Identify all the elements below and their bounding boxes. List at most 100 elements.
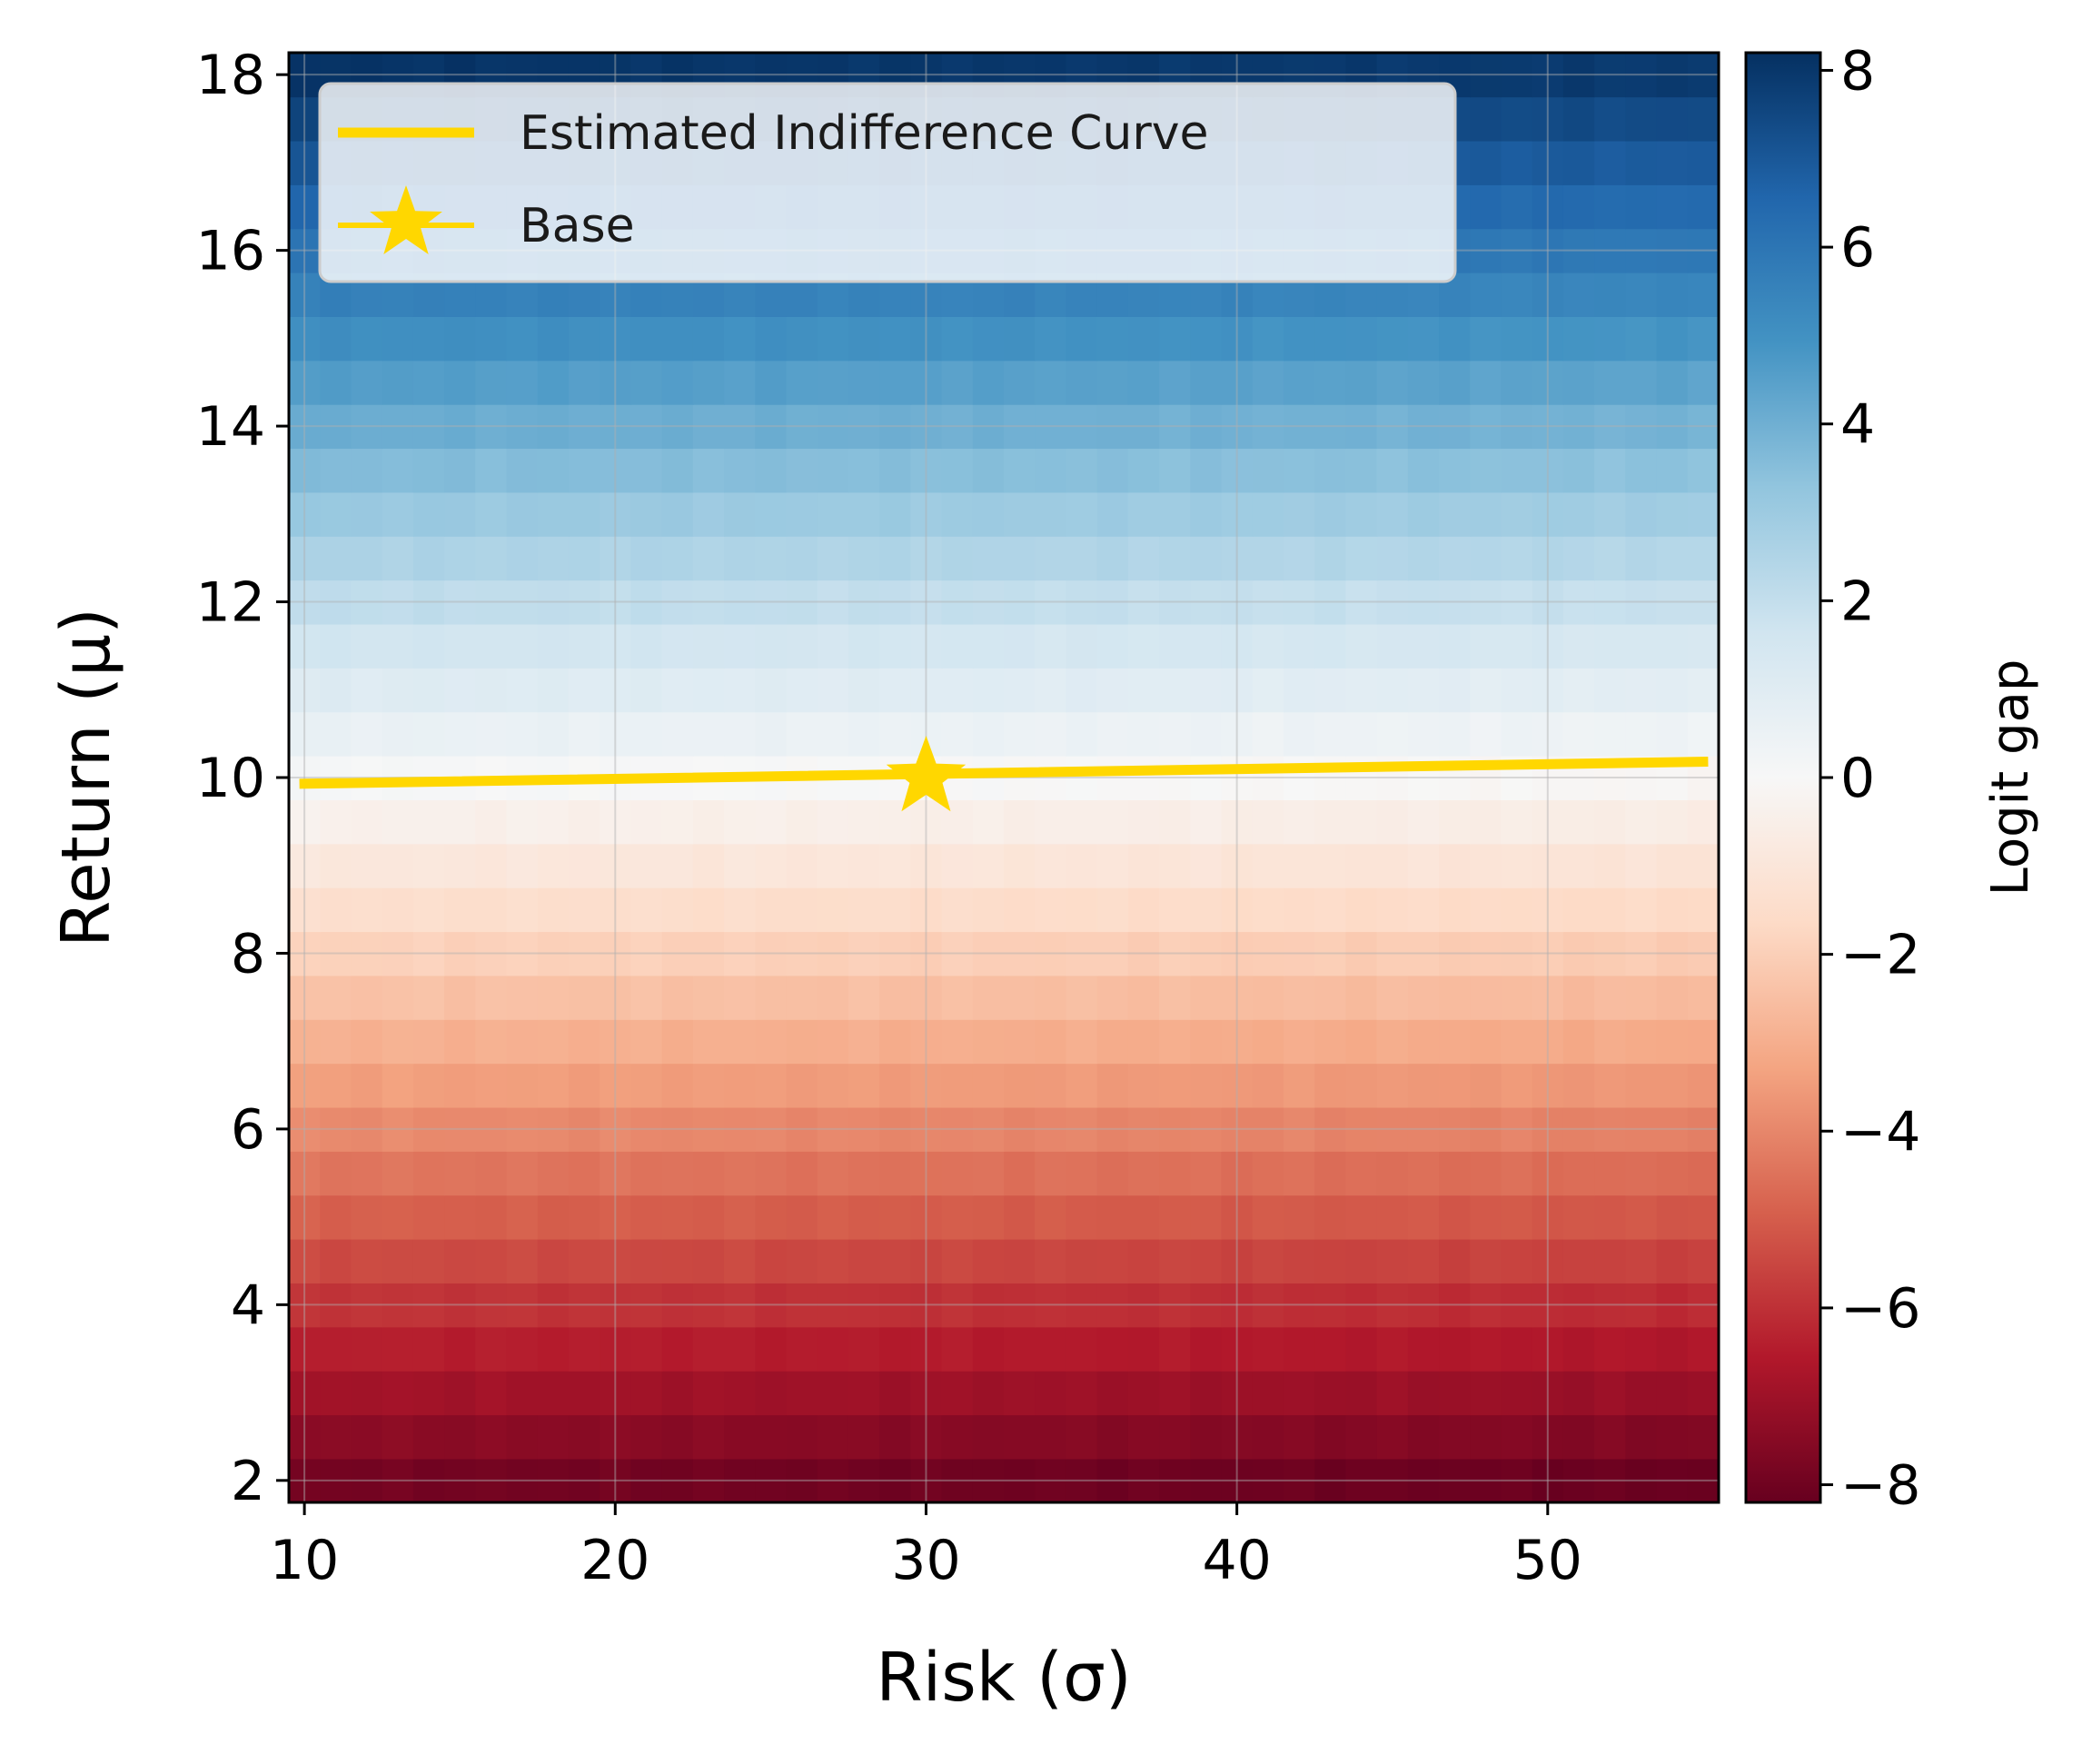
heatmap-cell xyxy=(1656,448,1689,493)
heatmap-cell xyxy=(1314,711,1347,757)
heatmap-cell xyxy=(1004,1414,1036,1460)
heatmap-cell xyxy=(537,1151,570,1196)
heatmap-cell xyxy=(1562,491,1595,537)
heatmap-cell xyxy=(1687,96,1719,142)
heatmap-cell xyxy=(1314,975,1347,1020)
heatmap-cell xyxy=(568,360,600,405)
heatmap-cell xyxy=(848,1063,880,1108)
heatmap-cell xyxy=(1004,1151,1036,1196)
heatmap-cell xyxy=(412,1019,445,1065)
heatmap-cell xyxy=(972,1151,1005,1196)
heatmap-cell xyxy=(910,448,943,493)
heatmap-cell xyxy=(1004,1019,1036,1065)
heatmap-cell xyxy=(1470,53,1502,98)
heatmap-cell xyxy=(1594,1458,1627,1502)
heatmap-cell xyxy=(412,316,445,362)
heatmap-cell xyxy=(1501,623,1533,669)
legend-label-indifference-curve: Estimated Indifference Curve xyxy=(520,106,1209,161)
heatmap-cell xyxy=(1656,184,1689,230)
heatmap-cell xyxy=(1096,491,1129,537)
heatmap-cell xyxy=(1314,843,1347,888)
heatmap-cell xyxy=(1345,1238,1378,1283)
heatmap-cell xyxy=(1159,1283,1192,1328)
heatmap-cell xyxy=(475,931,508,976)
heatmap-cell xyxy=(1004,536,1036,581)
heatmap-cell xyxy=(1283,1106,1315,1152)
heatmap-cell xyxy=(506,536,539,581)
heatmap-cell xyxy=(382,1019,414,1065)
heatmap-cell xyxy=(1562,184,1595,230)
heatmap-cell xyxy=(1562,272,1595,317)
heatmap-cell xyxy=(1625,448,1658,493)
heatmap-cell xyxy=(1687,360,1719,405)
heatmap-cell xyxy=(1594,887,1627,933)
heatmap-cell xyxy=(1190,316,1223,362)
heatmap-cell xyxy=(382,448,414,493)
heatmap-cell xyxy=(848,975,880,1020)
heatmap-cell xyxy=(444,843,477,888)
heatmap-cell xyxy=(289,96,322,142)
heatmap-cell xyxy=(1594,711,1627,757)
heatmap-cell xyxy=(1687,53,1719,98)
heatmap-cell xyxy=(412,448,445,493)
heatmap-cell xyxy=(475,403,508,450)
heatmap-cell xyxy=(1314,360,1347,405)
heatmap-cell xyxy=(1159,360,1192,405)
heatmap-cell xyxy=(879,580,912,625)
heatmap-cell xyxy=(1066,711,1098,757)
heatmap-cell xyxy=(1594,1238,1627,1283)
heatmap-cell xyxy=(1314,536,1347,581)
heatmap-cell xyxy=(755,580,788,625)
heatmap-cell xyxy=(1501,931,1533,976)
heatmap-cell xyxy=(630,580,663,625)
heatmap-cell xyxy=(1532,184,1564,230)
heatmap-cell xyxy=(817,623,849,669)
heatmap-cell xyxy=(1096,360,1129,405)
heatmap-cell xyxy=(382,491,414,537)
y-tick-label: 16 xyxy=(196,220,265,283)
heatmap-cell xyxy=(1096,843,1129,888)
heatmap-cell xyxy=(506,623,539,669)
heatmap-cell xyxy=(786,1458,818,1502)
heatmap-cell xyxy=(1470,1283,1502,1328)
heatmap-cell xyxy=(661,360,694,405)
heatmap-cell xyxy=(1376,799,1409,845)
heatmap-cell xyxy=(600,975,632,1020)
heatmap-cell xyxy=(568,491,600,537)
heatmap-cell xyxy=(692,1019,725,1065)
heatmap-cell xyxy=(1096,931,1129,976)
heatmap-cell xyxy=(1470,1326,1502,1372)
heatmap-cell xyxy=(568,1370,600,1416)
heatmap-cell xyxy=(755,668,788,713)
heatmap-cell xyxy=(1439,668,1472,713)
heatmap-cell xyxy=(1470,1370,1502,1416)
heatmap-cell xyxy=(692,1063,725,1108)
heatmap-cell xyxy=(1687,491,1719,537)
heatmap-cell xyxy=(1656,360,1689,405)
heatmap-cell xyxy=(1221,887,1254,933)
heatmap-cell xyxy=(630,1194,663,1240)
x-tick-label: 40 xyxy=(1202,1529,1271,1592)
heatmap-cell xyxy=(1035,1370,1067,1416)
heatmap-cell xyxy=(1066,1019,1098,1065)
heatmap-cell xyxy=(289,931,322,976)
heatmap-cell xyxy=(320,1326,352,1372)
heatmap-cell xyxy=(600,1106,632,1152)
heatmap-cell xyxy=(1562,228,1595,273)
heatmap-cell xyxy=(568,580,600,625)
heatmap-cell xyxy=(1127,799,1160,845)
heatmap-cell xyxy=(1439,1283,1472,1328)
heatmap-cell xyxy=(320,1106,352,1152)
heatmap-cell xyxy=(1656,1106,1689,1152)
heatmap-cell xyxy=(1407,1370,1440,1416)
heatmap-cell xyxy=(475,1458,508,1502)
heatmap-cell xyxy=(1501,272,1533,317)
heatmap-cell xyxy=(444,1106,477,1152)
heatmap-cell xyxy=(320,1194,352,1240)
heatmap-cell xyxy=(786,448,818,493)
heatmap-cell xyxy=(412,580,445,625)
heatmap-cell xyxy=(568,1019,600,1065)
heatmap-cell xyxy=(475,1370,508,1416)
heatmap-cell xyxy=(444,491,477,537)
heatmap-cell xyxy=(1376,1326,1409,1372)
